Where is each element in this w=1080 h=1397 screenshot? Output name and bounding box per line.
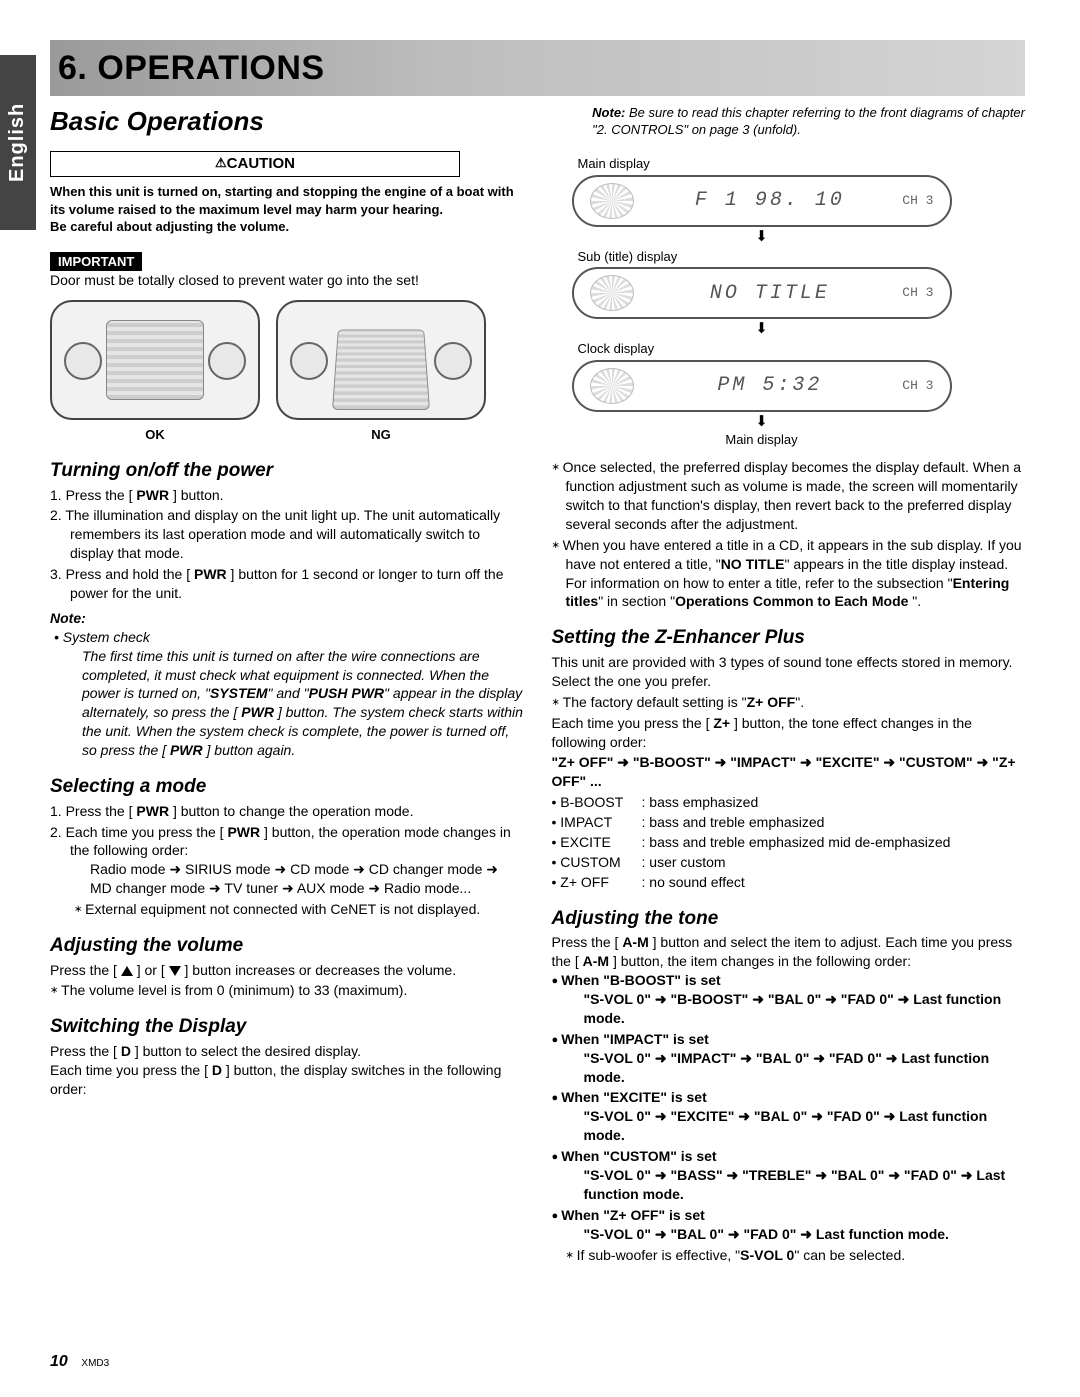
- display-heading: Switching the Display: [50, 1014, 524, 1040]
- top-note: Note: Be sure to read this chapter refer…: [592, 104, 1025, 139]
- power-step-3: Press and hold the [ PWR ] button for 1 …: [50, 565, 524, 603]
- note-tail: on page 3 (unfold).: [688, 122, 801, 137]
- display-p2: Each time you press the [ D ] button, th…: [50, 1061, 524, 1099]
- display-p1: Press the [ D ] button to select the des…: [50, 1042, 524, 1061]
- tone-item: When "EXCITE" is set"S-VOL 0" ➜ "EXCITE"…: [552, 1088, 1026, 1145]
- device-ng-label: NG: [276, 426, 486, 444]
- chapter-number: 6.: [58, 49, 87, 87]
- page-footer: 10 XMD3: [50, 1351, 109, 1373]
- tone-list: When "B-BOOST" is set"S-VOL 0" ➜ "B-BOOS…: [552, 971, 1026, 1243]
- warning-icon: ⚠: [215, 155, 227, 170]
- note-lead: Note:: [592, 105, 625, 120]
- zenh-mode-row: EXCITE: bass and treble emphasized mid d…: [552, 833, 1026, 852]
- power-note: System check The first time this unit is…: [50, 628, 524, 760]
- caution-line2: Be careful about adjusting the volume.: [50, 218, 524, 236]
- mode-heading: Selecting a mode: [50, 774, 524, 800]
- model-name: XMD3: [81, 1358, 109, 1369]
- zenh-seq: "Z+ OFF" ➜ "B-BOOST" ➜ "IMPACT" ➜ "EXCIT…: [552, 753, 1026, 791]
- display-note-2: When you have entered a title in a CD, i…: [552, 536, 1026, 612]
- chapter-banner: 6. OPERATIONS: [50, 40, 1025, 96]
- note-text: Be sure to read this chapter referring t…: [625, 105, 1025, 120]
- language-tab: English: [0, 55, 36, 230]
- tone-item: When "B-BOOST" is set"S-VOL 0" ➜ "B-BOOS…: [552, 971, 1026, 1028]
- section-title: Basic Operations: [50, 104, 264, 139]
- power-note-hd: Note:: [50, 609, 524, 628]
- lcd-label-2: Sub (title) display: [578, 248, 1026, 266]
- lcd-clock: PM 5:32CH 3: [572, 360, 952, 412]
- down-arrow-icon: ⬇: [572, 321, 952, 336]
- zenh-modes: B-BOOST: bass emphasizedIMPACT: bass and…: [552, 793, 1026, 891]
- zenh-mode-row: IMPACT: bass and treble emphasized: [552, 813, 1026, 832]
- important-text: Door must be totally closed to prevent w…: [50, 271, 524, 290]
- caution-body: When this unit is turned on, starting an…: [50, 183, 524, 236]
- left-column: ⚠CAUTION When this unit is turned on, st…: [50, 151, 524, 1266]
- zenh-p2: Each time you press the [ Z+ ] button, t…: [552, 714, 1026, 752]
- up-icon: [121, 966, 133, 976]
- power-heading: Turning on/off the power: [50, 458, 524, 484]
- volume-text: Press the [ ] or [ ] button increases or…: [50, 961, 524, 980]
- down-icon: [169, 966, 181, 976]
- important-tag: IMPORTANT: [50, 252, 142, 272]
- mode-step-2: Each time you press the [ PWR ] button, …: [50, 823, 524, 919]
- tone-item: When "Z+ OFF" is set"S-VOL 0" ➜ "BAL 0" …: [552, 1206, 1026, 1244]
- zenh-heading: Setting the Z-Enhancer Plus: [552, 625, 1026, 651]
- down-arrow-icon: ⬇: [572, 229, 952, 244]
- caution-header: ⚠CAUTION: [50, 151, 460, 177]
- zenh-mode-row: CUSTOM: user custom: [552, 853, 1026, 872]
- down-arrow-icon: ⬇: [572, 414, 952, 429]
- tone-item: When "CUSTOM" is set"S-VOL 0" ➜ "BASS" ➜…: [552, 1147, 1026, 1204]
- caution-line1: When this unit is turned on, starting an…: [50, 183, 524, 218]
- tone-asterisk: If sub-woofer is effective, "S-VOL 0" ca…: [552, 1246, 1026, 1265]
- right-column: Main display F 1 98. 10CH 3 ⬇ Sub (title…: [552, 151, 1026, 1266]
- lcd-main: F 1 98. 10CH 3: [572, 175, 952, 227]
- power-step-1: Press the [ PWR ] button.: [50, 486, 524, 505]
- mode-asterisk: External equipment not connected with Ce…: [70, 900, 524, 919]
- mode-sequence: Radio mode ➜ SIRIUS mode ➜ CD mode ➜ CD …: [70, 860, 524, 898]
- tone-heading: Adjusting the tone: [552, 906, 1026, 932]
- display-note-1: Once selected, the preferred display bec…: [552, 458, 1026, 534]
- zenh-mode-row: B-BOOST: bass emphasized: [552, 793, 1026, 812]
- note-ref: "2. CONTROLS": [592, 122, 688, 137]
- lcd-sub: NO TITLECH 3: [572, 267, 952, 319]
- zenh-p1: This unit are provided with 3 types of s…: [552, 653, 1026, 691]
- power-step-2: The illumination and display on the unit…: [50, 506, 524, 563]
- device-open: [276, 300, 486, 420]
- volume-asterisk: The volume level is from 0 (minimum) to …: [50, 981, 524, 1000]
- tone-p1: Press the [ A-M ] button and select the …: [552, 933, 1026, 971]
- device-closed: [50, 300, 260, 420]
- mode-step-1: Press the [ PWR ] button to change the o…: [50, 802, 524, 821]
- tone-item: When "IMPACT" is set"S-VOL 0" ➜ "IMPACT"…: [552, 1030, 1026, 1087]
- caution-label: CAUTION: [227, 155, 295, 172]
- page-number: 10: [50, 1353, 68, 1370]
- zenh-ast1: The factory default setting is "Z+ OFF".: [552, 693, 1026, 712]
- device-ok-label: OK: [50, 426, 260, 444]
- chapter-title: OPERATIONS: [97, 49, 324, 87]
- volume-heading: Adjusting the volume: [50, 933, 524, 959]
- lcd-label-4: Main display: [572, 431, 952, 449]
- lcd-label-3: Clock display: [578, 340, 1026, 358]
- zenh-mode-row: Z+ OFF: no sound effect: [552, 873, 1026, 892]
- lcd-label-1: Main display: [578, 155, 1026, 173]
